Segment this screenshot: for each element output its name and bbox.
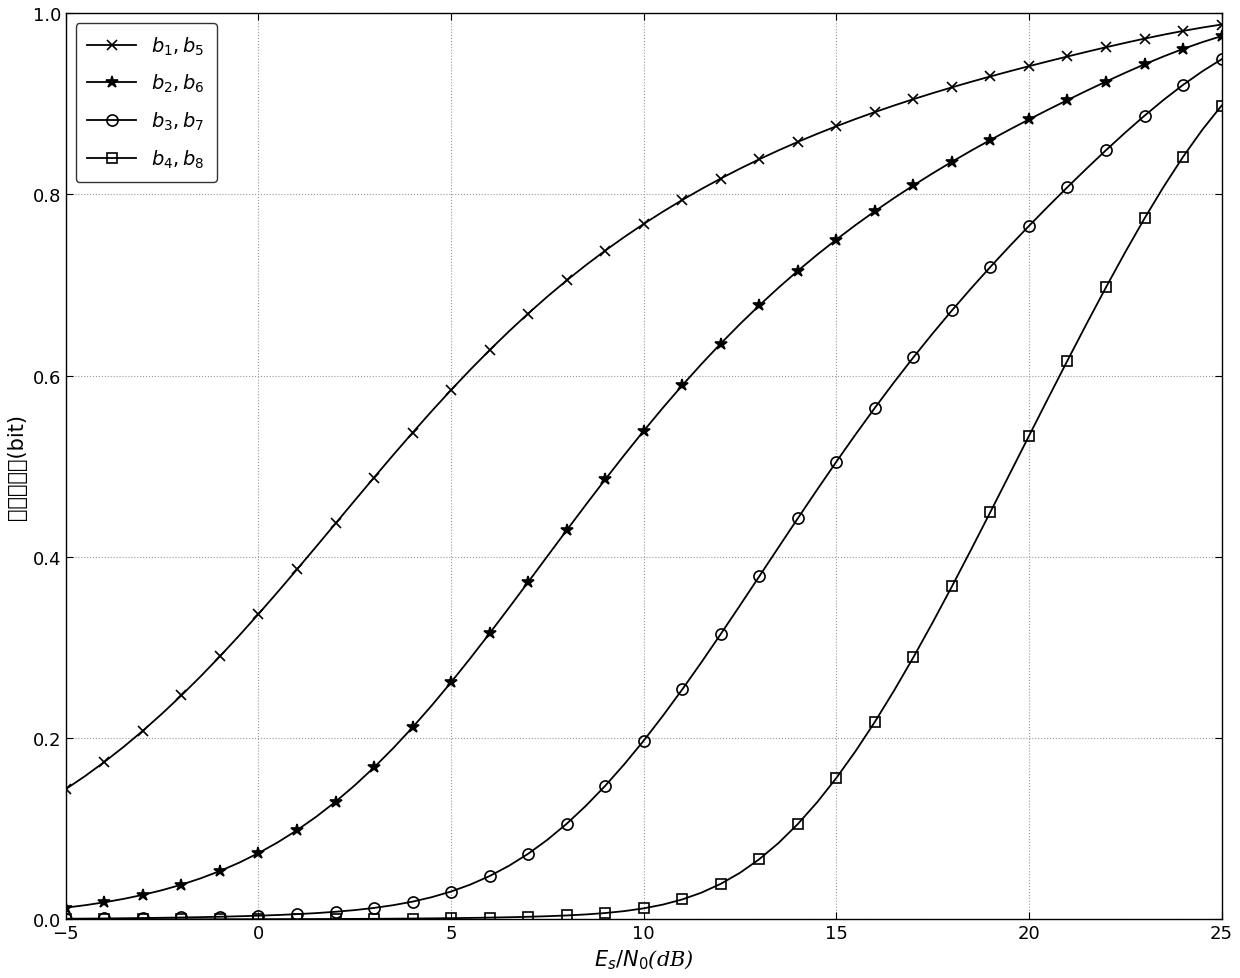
$b_2,b_6$ bbox=[751, 300, 766, 312]
$b_2,b_6$ bbox=[329, 796, 343, 808]
$b_1,b_5$ bbox=[58, 783, 73, 795]
$b_3,b_7$ bbox=[290, 909, 305, 920]
$b_1,b_5$ bbox=[1214, 20, 1229, 31]
$b_3,b_7$ bbox=[1060, 182, 1075, 194]
$b_2,b_6$ bbox=[58, 902, 73, 913]
Line: $b_1,b_5$: $b_1,b_5$ bbox=[61, 21, 1226, 794]
$b_2,b_6$ bbox=[463, 652, 477, 664]
$b_4,b_8$ bbox=[675, 894, 689, 906]
$b_3,b_7$ bbox=[58, 912, 73, 924]
$b_3,b_7$ bbox=[1214, 55, 1229, 67]
$b_3,b_7$ bbox=[463, 879, 477, 891]
$b_4,b_8$ bbox=[290, 913, 305, 925]
Line: $b_4,b_8$: $b_4,b_8$ bbox=[61, 102, 1226, 924]
$b_1,b_5$ bbox=[290, 564, 305, 576]
$b_3,b_7$ bbox=[329, 906, 343, 917]
$b_1,b_5$ bbox=[751, 155, 766, 166]
$b_1,b_5$ bbox=[463, 365, 477, 377]
Legend: $b_1,b_5$, $b_2,b_6$, $b_3,b_7$, $b_4,b_8$: $b_1,b_5$, $b_2,b_6$, $b_3,b_7$, $b_4,b_… bbox=[76, 23, 217, 183]
$b_2,b_6$ bbox=[675, 380, 689, 392]
$b_3,b_7$ bbox=[751, 571, 766, 583]
X-axis label: $E_s/N_0$(dB): $E_s/N_0$(dB) bbox=[594, 948, 693, 971]
$b_2,b_6$ bbox=[1060, 95, 1075, 107]
$b_4,b_8$ bbox=[329, 913, 343, 925]
$b_1,b_5$ bbox=[1060, 52, 1075, 64]
$b_3,b_7$ bbox=[675, 684, 689, 695]
$b_4,b_8$ bbox=[58, 913, 73, 925]
Line: $b_2,b_6$: $b_2,b_6$ bbox=[60, 31, 1228, 914]
Y-axis label: 平均互信息(bit): 平均互信息(bit) bbox=[7, 414, 27, 519]
$b_4,b_8$ bbox=[1060, 355, 1075, 367]
$b_4,b_8$ bbox=[751, 854, 766, 866]
$b_4,b_8$ bbox=[463, 912, 477, 924]
$b_1,b_5$ bbox=[329, 518, 343, 530]
$b_2,b_6$ bbox=[1214, 31, 1229, 43]
$b_2,b_6$ bbox=[290, 824, 305, 836]
Line: $b_3,b_7$: $b_3,b_7$ bbox=[61, 55, 1228, 924]
$b_4,b_8$ bbox=[1214, 101, 1229, 112]
$b_1,b_5$ bbox=[675, 195, 689, 206]
